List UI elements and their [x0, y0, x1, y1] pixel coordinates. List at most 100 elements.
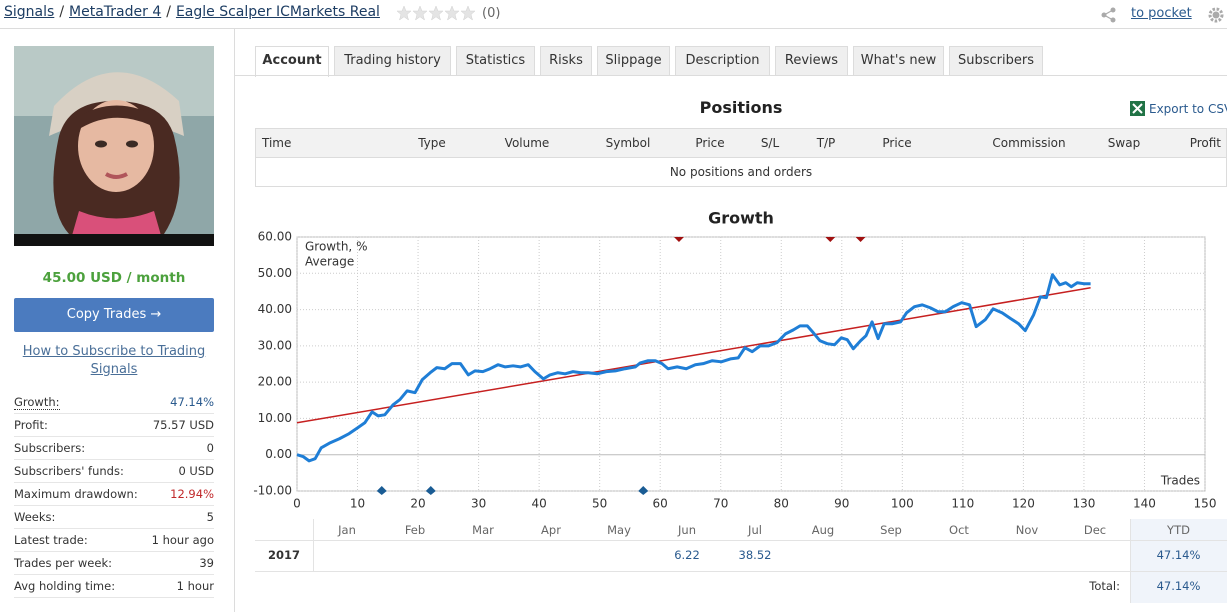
export-csv-text: Export to CSV	[1149, 102, 1227, 116]
stat-label: Avg holding time:	[14, 579, 116, 593]
subscribe-help-link[interactable]: How to Subscribe to Trading Signals	[22, 344, 206, 377]
stat-row: Trades per week: 39	[14, 552, 214, 575]
breadcrumb-link[interactable]: MetaTrader 4	[69, 4, 162, 20]
tab[interactable]: Statistics	[456, 46, 535, 75]
column-divider	[1130, 519, 1131, 603]
trade-marker	[376, 486, 387, 495]
stat-row: Profit: 75.57 USD	[14, 414, 214, 437]
left-panel	[0, 29, 235, 612]
chart-title: Growth	[708, 209, 774, 228]
column-header: Time	[262, 136, 292, 150]
y-tick-label: 60.00	[258, 230, 292, 244]
y-tick-label: 20.00	[258, 375, 292, 389]
x-tick-label: 150	[1194, 497, 1217, 511]
tab[interactable]: Slippage	[597, 46, 670, 75]
stat-row: Growth: 47.14%	[14, 391, 214, 414]
series-line	[296, 273, 1091, 463]
column-header: T/P	[816, 136, 836, 150]
rating-stars[interactable]	[396, 5, 478, 21]
export-csv-link[interactable]: Export to CSV	[1130, 101, 1227, 116]
month-header: Jan	[338, 523, 356, 537]
x-tick-label: 100	[891, 497, 914, 511]
y-tick-label: 30.00	[258, 338, 292, 352]
column-header: Commission	[992, 136, 1066, 150]
positions-title: Positions	[699, 98, 783, 117]
series-line	[296, 287, 1091, 424]
stat-value: 39	[199, 556, 214, 570]
month-value: 6.22	[674, 548, 700, 562]
x-tick-label: 10	[350, 497, 365, 511]
month-header: Apr	[541, 523, 561, 537]
row-divider	[255, 540, 1227, 541]
month-header: Feb	[404, 523, 426, 537]
stat-row: Subscribers: 0	[14, 437, 214, 460]
column-header: Symbol	[605, 136, 651, 150]
breadcrumb-link[interactable]: Eagle Scalper ICMarkets Real	[175, 4, 380, 20]
x-tick-label: 90	[834, 497, 849, 511]
column-header: S/L	[760, 136, 780, 150]
legend-entry: Average	[305, 255, 354, 269]
rating-count: (0)	[482, 6, 501, 21]
breadcrumb-link[interactable]: Signals	[4, 4, 55, 20]
x-tick-label: 130	[1072, 497, 1095, 511]
trade-marker	[673, 237, 684, 242]
x-tick-label: 140	[1133, 497, 1156, 511]
row-divider	[255, 571, 1227, 572]
tab[interactable]: Account	[255, 46, 329, 77]
tab[interactable]: Reviews	[775, 46, 848, 75]
stat-row: Subscribers' funds: 0 USD	[14, 460, 214, 483]
column-header: Price	[695, 136, 725, 150]
settings-icon[interactable]	[1208, 7, 1224, 23]
stat-label: Growth:	[14, 395, 60, 410]
tab[interactable]: Risks	[540, 46, 592, 75]
month-header: Jul	[748, 523, 762, 537]
stat-label: Latest trade:	[14, 533, 88, 547]
column-header: Swap	[1107, 136, 1141, 150]
breadcrumb-separator: /	[166, 4, 171, 20]
column-header: Profit	[1189, 136, 1221, 150]
column-divider	[313, 519, 314, 571]
stat-label: Weeks:	[14, 510, 56, 524]
stat-row: Weeks: 5	[14, 506, 214, 529]
x-tick-label: 60	[653, 497, 668, 511]
stat-label: Profit:	[14, 418, 48, 432]
stat-label: Subscribers:	[14, 441, 86, 455]
legend-entry: Growth, %	[305, 240, 367, 254]
tab[interactable]: Subscribers	[949, 46, 1043, 75]
y-tick-label: 40.00	[258, 302, 292, 316]
month-header: Mar	[472, 523, 494, 537]
tab[interactable]: Description	[675, 46, 770, 75]
x-axis-label: Trades	[1160, 474, 1200, 488]
month-header: Jun	[678, 523, 696, 537]
column-header: Volume	[504, 136, 550, 150]
x-tick-label: 40	[531, 497, 546, 511]
stat-row: Latest trade: 1 hour ago	[14, 529, 214, 552]
trade-marker	[638, 486, 649, 495]
stat-row: Avg holding time: 1 hour	[14, 575, 214, 598]
stat-label: Trades per week:	[14, 556, 112, 570]
tab[interactable]: What's new	[853, 46, 944, 75]
plot-area	[296, 236, 1206, 492]
total-label: Total:	[1089, 579, 1120, 593]
year-label: 2017	[267, 548, 300, 562]
month-value: 38.52	[738, 548, 772, 562]
share-icon[interactable]	[1101, 7, 1117, 23]
y-tick-label: -10.00	[253, 484, 292, 498]
stat-value: 1 hour	[176, 579, 214, 593]
breadcrumb: Signals / MetaTrader 4/Eagle Scalper ICMar…	[4, 4, 380, 20]
month-header: Nov	[1015, 523, 1039, 537]
column-header: Type	[418, 136, 446, 150]
subscription-price: 45.00 USD / month	[42, 270, 186, 286]
pocket-link[interactable]: to pocket	[1131, 6, 1192, 21]
stat-value: 0	[206, 441, 214, 455]
copy-trades-button[interactable]: Copy Trades →	[14, 298, 214, 332]
tab-underline	[235, 75, 1227, 76]
positions-header: Time Type Volume Symbol Price S/L T/P Price Comm…	[256, 129, 1226, 158]
month-header: Aug	[811, 523, 835, 537]
top-bar: Signals / MetaTrader 4/Eagle Scalper ICMar…	[0, 0, 1227, 29]
x-tick-label: 20	[410, 497, 425, 511]
y-tick-label: 10.00	[258, 411, 292, 425]
tab[interactable]: Trading history	[334, 46, 451, 75]
